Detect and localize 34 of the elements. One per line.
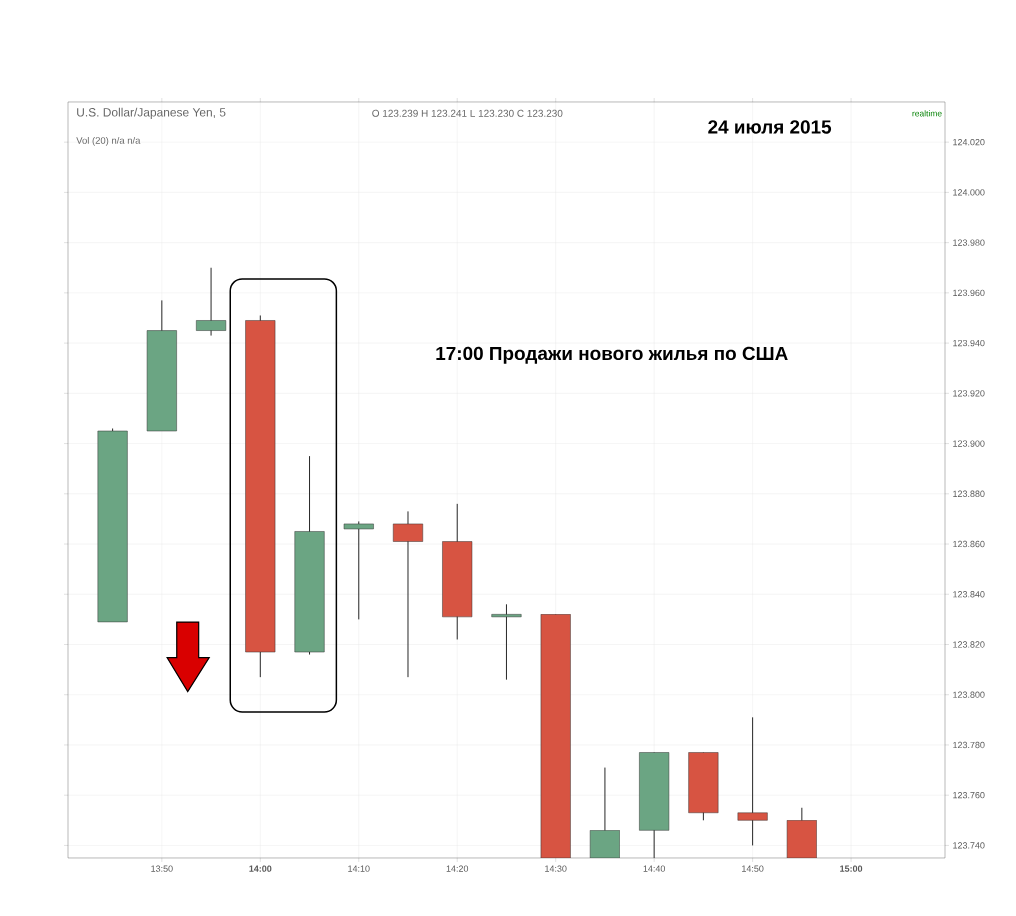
y-tick-label: 123.900 xyxy=(953,440,985,447)
chart-title: U.S. Dollar/Japanese Yen, 5 xyxy=(77,107,226,119)
y-tick-label: 124.000 xyxy=(953,189,985,196)
y-tick-label: 123.860 xyxy=(953,540,985,548)
y-tick-label: 123.940 xyxy=(953,339,985,347)
y-tick-label: 123.740 xyxy=(953,842,985,849)
x-tick-label: 14:30 xyxy=(545,865,567,872)
y-tick-label: 123.760 xyxy=(953,792,985,799)
x-tick-label: 14:20 xyxy=(446,865,469,872)
y-tick-label: 123.880 xyxy=(953,490,985,497)
x-tick-label: 15:00 xyxy=(840,865,863,872)
annotation: realtime xyxy=(912,110,942,117)
annotation: 17:00 Продажи нового жилья по США xyxy=(436,346,788,364)
candlestick xyxy=(392,510,424,678)
candlestick xyxy=(196,267,227,337)
annotation: O 123.239 H 123.241 L 123.230 C 123.230 xyxy=(372,109,563,117)
annotation: 24 июля 2015 xyxy=(708,120,832,134)
annotation: Vol (20) n/a n/a xyxy=(76,136,141,146)
x-tick-label: 14:40 xyxy=(643,865,666,872)
candlestick xyxy=(491,603,522,681)
y-tick-label: 124.020 xyxy=(953,138,985,146)
candlestick xyxy=(737,716,768,846)
x-tick-label: 14:50 xyxy=(742,865,764,872)
x-tick-label: 14:10 xyxy=(348,865,370,872)
y-tick-label: 123.800 xyxy=(953,691,985,698)
candlestick xyxy=(343,520,374,620)
y-tick-label: 123.820 xyxy=(953,641,985,648)
y-tick-label: 123.920 xyxy=(953,390,985,397)
y-tick-label: 123.780 xyxy=(953,741,985,749)
y-tick-label: 123.840 xyxy=(953,591,985,598)
x-tick-label: 13:50 xyxy=(151,865,173,872)
y-tick-label: 123.980 xyxy=(953,239,985,246)
x-tick-label: 14:00 xyxy=(249,865,272,872)
y-tick-label: 123.960 xyxy=(953,289,985,297)
